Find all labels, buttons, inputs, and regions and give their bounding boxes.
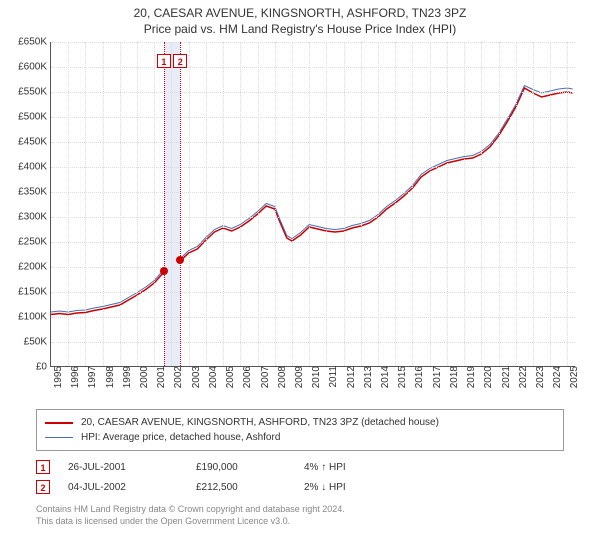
x-axis-tick-label: 2008 bbox=[275, 366, 288, 388]
y-axis-tick-label: £650K bbox=[18, 37, 51, 48]
legend-label: HPI: Average price, detached house, Ashf… bbox=[81, 430, 280, 445]
x-axis-tick-label: 2023 bbox=[533, 366, 546, 388]
price-chart: £0 £50K £100K £150K £200K £250K £300K £350K £400… bbox=[0, 42, 600, 405]
x-axis-tick-label: 2007 bbox=[258, 366, 271, 388]
legend-item-hpi: HPI: Average price, detached house, Ashf… bbox=[45, 430, 555, 445]
x-axis-tick-label: 2017 bbox=[430, 366, 443, 388]
legend-swatch bbox=[45, 422, 73, 424]
x-axis-tick-label: 2021 bbox=[499, 366, 512, 388]
footer-line: This data is licensed under the Open Gov… bbox=[36, 515, 564, 527]
x-axis-tick-label: 1998 bbox=[103, 366, 116, 388]
plot-area: £0£50K£100K£150K£200K£250K£300K£350K£400… bbox=[50, 42, 575, 367]
series-line-property bbox=[51, 88, 573, 315]
sale-marker-icon: 2 bbox=[173, 54, 187, 68]
sale-date: 04-JUL-2002 bbox=[68, 482, 178, 493]
x-axis-tick-label: 2010 bbox=[309, 366, 322, 388]
x-axis-tick-label: 2025 bbox=[567, 366, 580, 388]
y-axis-tick-label: £350K bbox=[18, 187, 51, 198]
sale-marker-icon: 2 bbox=[36, 480, 50, 494]
x-axis-tick-label: 2005 bbox=[223, 366, 236, 388]
footer-line: Contains HM Land Registry data © Crown c… bbox=[36, 503, 564, 515]
sale-date: 26-JUL-2001 bbox=[68, 462, 178, 473]
legend-label: 20, CAESAR AVENUE, KINGSNORTH, ASHFORD, … bbox=[81, 415, 439, 430]
x-axis-tick-label: 2001 bbox=[154, 366, 167, 388]
sale-point-marker bbox=[176, 256, 184, 264]
y-axis-tick-label: £200K bbox=[18, 262, 51, 273]
x-axis-tick-label: 1996 bbox=[68, 366, 81, 388]
y-axis-tick-label: £500K bbox=[18, 112, 51, 123]
x-axis-tick-label: 2015 bbox=[395, 366, 408, 388]
y-axis-tick-label: £250K bbox=[18, 237, 51, 248]
chart-title-block: 20, CAESAR AVENUE, KINGSNORTH, ASHFORD, … bbox=[0, 0, 600, 36]
y-axis-tick-label: £400K bbox=[18, 162, 51, 173]
x-axis-tick-label: 1997 bbox=[85, 366, 98, 388]
chart-title-address: 20, CAESAR AVENUE, KINGSNORTH, ASHFORD, … bbox=[0, 6, 600, 20]
x-axis-tick-label: 2018 bbox=[447, 366, 460, 388]
x-axis-tick-label: 1995 bbox=[51, 366, 64, 388]
y-axis-tick-label: £150K bbox=[18, 287, 51, 298]
x-axis-tick-label: 2004 bbox=[206, 366, 219, 388]
sales-table: 1 26-JUL-2001 £190,000 4% ↑ HPI 2 04-JUL… bbox=[36, 457, 564, 497]
x-axis-tick-label: 2006 bbox=[240, 366, 253, 388]
sale-delta: 2% ↓ HPI bbox=[304, 482, 394, 493]
sales-row: 1 26-JUL-2001 £190,000 4% ↑ HPI bbox=[36, 457, 564, 477]
x-axis-tick-label: 2016 bbox=[412, 366, 425, 388]
x-axis-tick-label: 2012 bbox=[344, 366, 357, 388]
sale-vertical-line bbox=[164, 42, 165, 366]
x-axis-tick-label: 2024 bbox=[550, 366, 563, 388]
series-line-hpi bbox=[51, 86, 573, 313]
legend-item-property: 20, CAESAR AVENUE, KINGSNORTH, ASHFORD, … bbox=[45, 415, 555, 430]
sale-price: £212,500 bbox=[196, 482, 286, 493]
sale-delta: 4% ↑ HPI bbox=[304, 462, 394, 473]
attribution-footer: Contains HM Land Registry data © Crown c… bbox=[36, 503, 564, 527]
x-axis-tick-label: 2022 bbox=[516, 366, 529, 388]
sale-vertical-line bbox=[180, 42, 181, 366]
x-axis-tick-label: 2019 bbox=[464, 366, 477, 388]
y-axis-tick-label: £450K bbox=[18, 137, 51, 148]
x-axis-tick-label: 2003 bbox=[189, 366, 202, 388]
sale-marker-icon: 1 bbox=[36, 460, 50, 474]
y-axis-tick-label: £550K bbox=[18, 87, 51, 98]
x-axis-tick-label: 1999 bbox=[120, 366, 133, 388]
sale-marker-icon: 1 bbox=[157, 54, 171, 68]
x-axis-tick-label: 2009 bbox=[292, 366, 305, 388]
y-axis-tick-label: £100K bbox=[18, 312, 51, 323]
legend-swatch bbox=[45, 437, 73, 438]
chart-title-sub: Price paid vs. HM Land Registry's House … bbox=[0, 20, 600, 36]
legend: 20, CAESAR AVENUE, KINGSNORTH, ASHFORD, … bbox=[36, 409, 564, 451]
x-axis-tick-label: 2014 bbox=[378, 366, 391, 388]
y-axis-tick-label: £300K bbox=[18, 212, 51, 223]
x-axis-tick-label: 2002 bbox=[171, 366, 184, 388]
x-axis-tick-label: 2000 bbox=[137, 366, 150, 388]
y-axis-tick-label: £600K bbox=[18, 62, 51, 73]
sale-price: £190,000 bbox=[196, 462, 286, 473]
sales-row: 2 04-JUL-2002 £212,500 2% ↓ HPI bbox=[36, 477, 564, 497]
x-axis-tick-label: 2013 bbox=[361, 366, 374, 388]
sale-point-marker bbox=[160, 267, 168, 275]
y-axis-tick-label: £50K bbox=[24, 337, 51, 348]
x-axis-tick-label: 2011 bbox=[326, 366, 339, 388]
x-axis-tick-label: 2020 bbox=[481, 366, 494, 388]
y-axis-tick-label: £0 bbox=[36, 362, 51, 373]
